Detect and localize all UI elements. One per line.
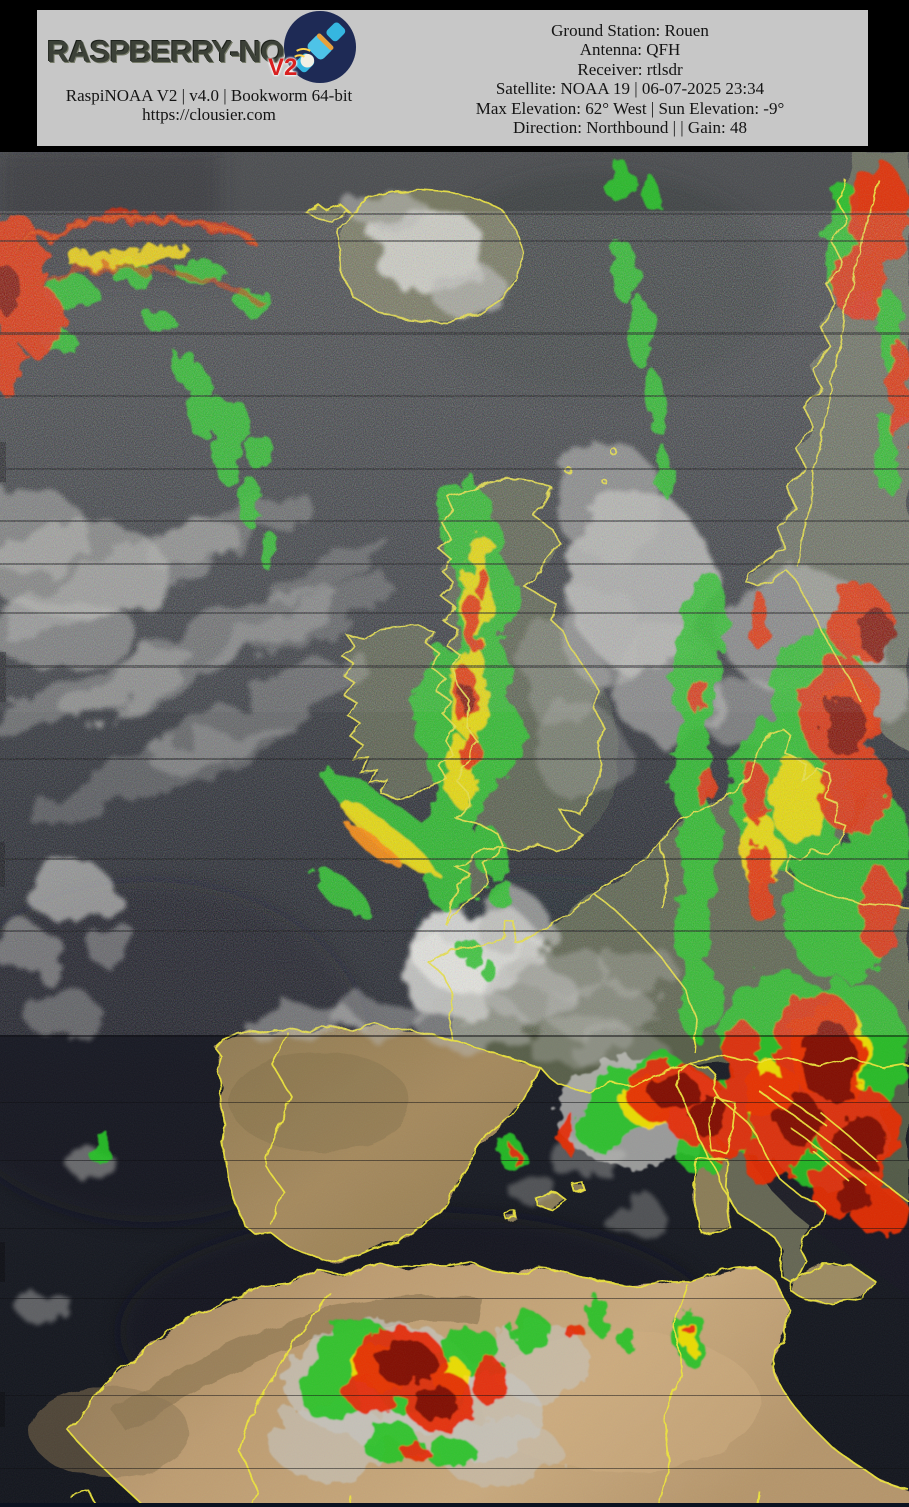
station-info-antenna: Antenna: QFH	[579, 40, 681, 60]
website-url: https://clousier.com	[142, 105, 276, 124]
image-header: RASPBERRY-NOAA	[0, 0, 909, 152]
station-info-ground: Ground Station: Rouen	[551, 21, 709, 40]
station-info-block: Ground Station: Rouen Antenna: QFH Recei…	[395, 21, 865, 137]
header-panel: RASPBERRY-NOAA	[37, 10, 868, 146]
logo-block: RASPBERRY-NOAA	[37, 10, 382, 146]
station-info-elevation: Max Elevation: 62° West | Sun Elevation:…	[475, 98, 785, 118]
build-info: RaspiNOAA V2 | v4.0 | Bookworm 64-bit	[65, 86, 353, 105]
satellite-image	[0, 152, 909, 1507]
raspberry-noaa-logo-text: RASPBERRY-NOAA	[47, 34, 327, 69]
logo-caption: RaspiNOAA V2 | v4.0 | Bookworm 64-bit ht…	[61, 86, 357, 124]
station-info-direction: Direction: Northbound | | Gain: 48	[513, 118, 747, 138]
logo-version-badge: V2	[268, 54, 298, 81]
satellite-badge-icon	[283, 10, 357, 84]
station-info-satellite: Satellite: NOAA 19 | 06-07-2025 23:34	[495, 79, 765, 99]
station-info-receiver: Receiver: rtlsdr	[577, 59, 683, 79]
